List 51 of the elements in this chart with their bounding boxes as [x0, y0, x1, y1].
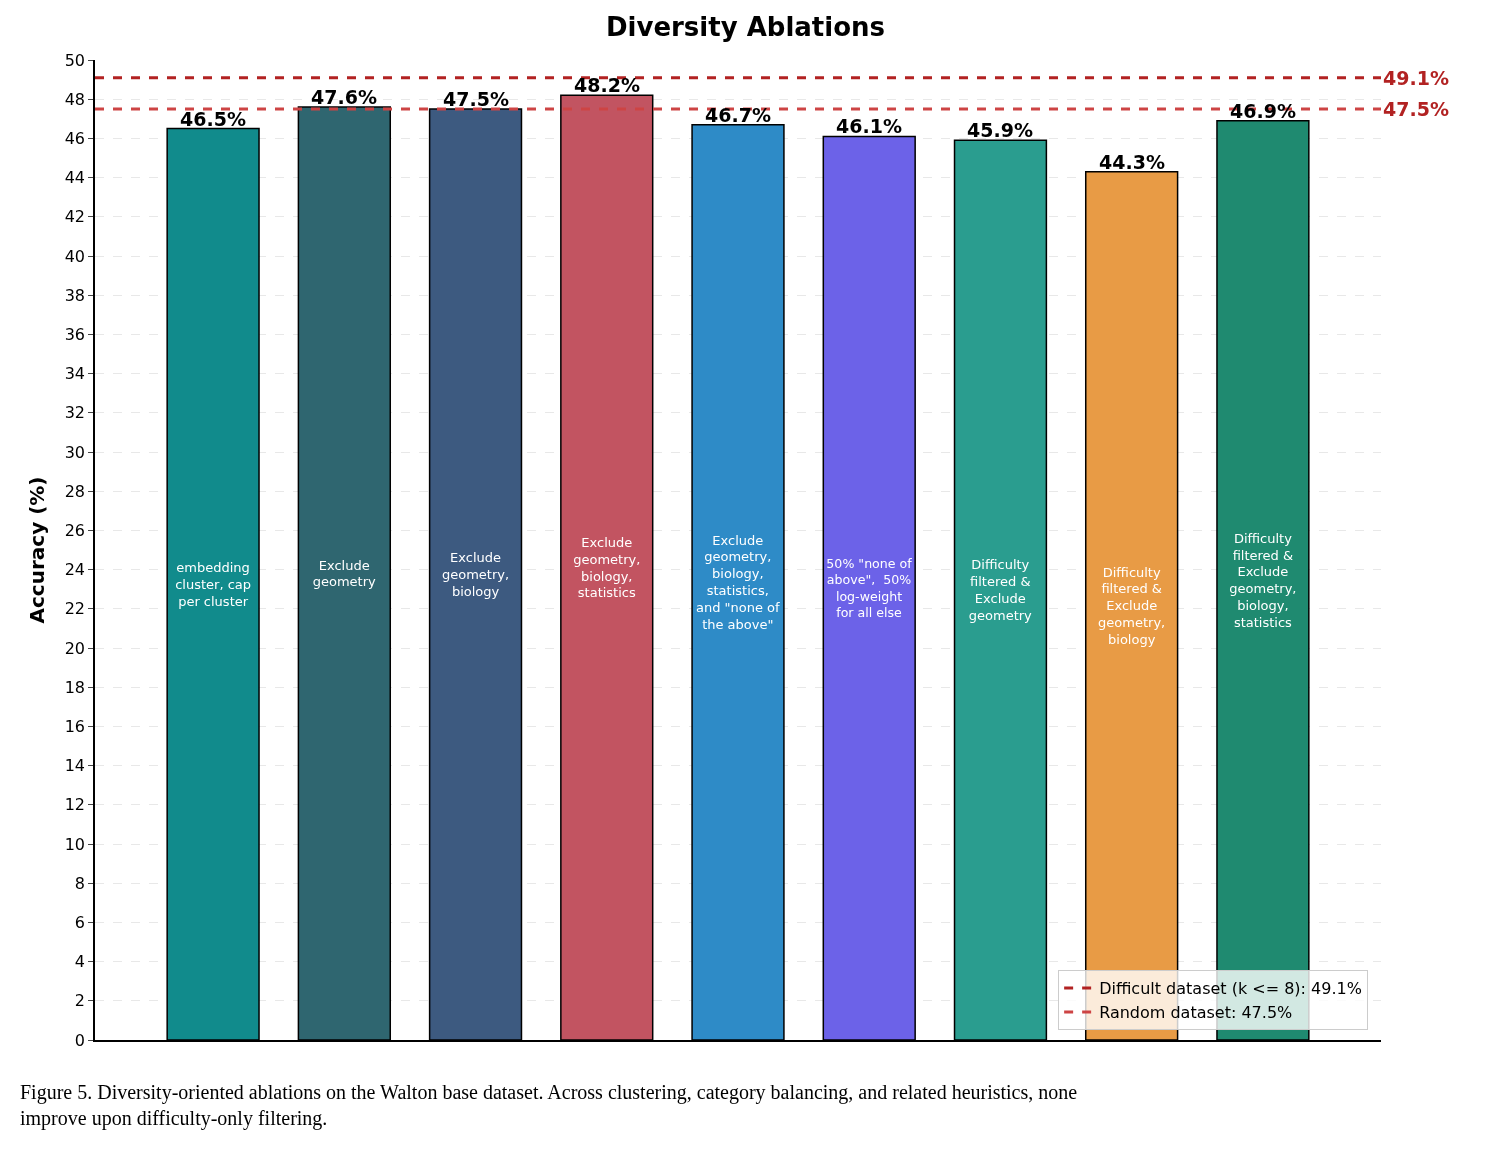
x-tick-label: Difficulty filtered & Exclude geometry, biology	[1098, 564, 1166, 648]
data-label: 46.1%	[836, 115, 902, 137]
x-tick-label: embedding cluster, cap per cluster	[175, 559, 252, 609]
y-tick-label: 24	[64, 560, 86, 580]
y-tick-label: 28	[64, 481, 86, 501]
x-tick-label: Exclude geometry, biology	[441, 550, 510, 599]
y-tick-label: 36	[64, 325, 86, 344]
chart-title: Diversity Ablations	[605, 11, 886, 42]
y-tick-label: 2	[74, 991, 86, 1011]
y-tick-label: 40	[64, 246, 86, 266]
y-tick-label: 48	[64, 89, 86, 109]
y-tick-label: 6	[74, 913, 86, 932]
data-label: 47.6%	[311, 86, 377, 108]
y-tick-label: 42	[64, 207, 86, 227]
data-label: 44.3%	[1099, 151, 1165, 173]
y-tick-label: 26	[64, 521, 86, 540]
x-tick-label: Difficulty filtered & Exclude geometry, biology, statistics	[1229, 530, 1297, 631]
y-tick-label: 18	[64, 677, 86, 697]
y-tick-label: 8	[74, 873, 86, 893]
y-tick-label: 10	[64, 834, 86, 854]
data-label: 46.9%	[1230, 100, 1296, 122]
data-label: 45.9%	[967, 119, 1033, 141]
data-label: 48.2%	[574, 74, 640, 96]
x-tick-label: Exclude geometry, biology, statistics, and "none of the above"	[695, 532, 781, 633]
y-tick-label: 0	[74, 1030, 86, 1050]
y-tick-label: 12	[64, 795, 86, 815]
x-tick-label: 50% "none of above", 50% log-weight for all else	[826, 556, 913, 621]
y-tick-label: 22	[64, 599, 86, 619]
y-tick-label: 32	[64, 403, 86, 423]
text: 49.1%	[1383, 67, 1449, 89]
caption: Figure 5. Diversity-oriented ablations on the Walton base dataset. Across clustering, category balancing, and related heuristics, none improve upon difficulty-only filtering.	[20, 1081, 1078, 1130]
y-axis-title: Accuracy (%)	[24, 476, 49, 624]
y-tick-label: 34	[64, 364, 86, 384]
x-tick-label: Difficulty filtered & Exclude geometry	[968, 557, 1033, 624]
y-tick-label: 44	[64, 168, 86, 188]
data-label: 47.5%	[443, 88, 509, 110]
legend-label: Random dataset: 47.5%	[1099, 1003, 1293, 1023]
y-tick-label: 46	[64, 129, 86, 148]
y-tick-label: 16	[64, 717, 86, 736]
y-tick-label: 30	[64, 442, 86, 462]
text: 47.5%	[1383, 98, 1449, 120]
data-label: 46.7%	[705, 104, 771, 126]
y-tick-label: 50	[64, 50, 86, 70]
y-tick-label: 14	[64, 756, 86, 776]
y-tick-label: 4	[74, 952, 86, 972]
y-tick-label: 20	[64, 638, 86, 658]
data-label: 46.5%	[180, 108, 246, 130]
y-tick-label: 38	[64, 285, 86, 305]
x-tick-label: Exclude geometry	[312, 557, 376, 590]
legend-label: Difficult dataset (k <= 8): 49.1%	[1099, 979, 1362, 999]
x-tick-label: Exclude geometry, biology, statistics	[573, 534, 641, 601]
